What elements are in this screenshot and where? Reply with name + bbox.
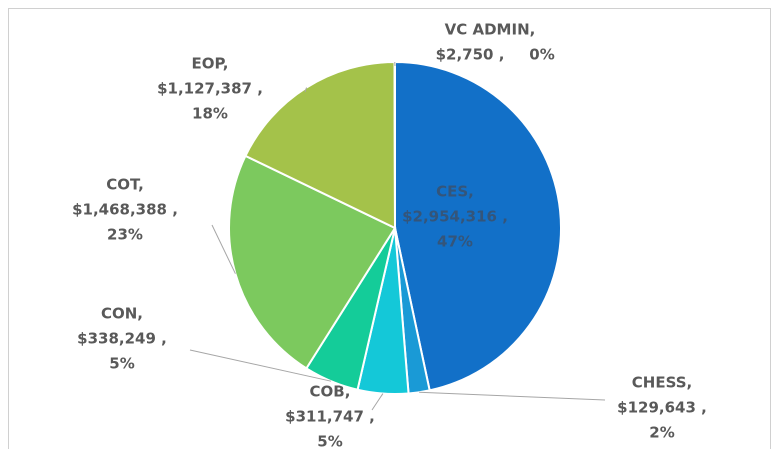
value-label: $129,643 , [617, 399, 707, 417]
value-label: $2,954,316 , [402, 208, 508, 226]
leader-line [419, 392, 605, 400]
percent-label: 2% [649, 424, 674, 442]
percent-label: 5% [317, 433, 342, 450]
category-label: EOP, [192, 55, 229, 73]
value-label: $1,127,387 , [157, 80, 263, 98]
value-label: $1,468,388 , [72, 201, 178, 219]
percent-label: 0% [529, 46, 554, 64]
percent-label: 18% [192, 105, 228, 123]
value-label: $338,249 , [77, 330, 167, 348]
value-label: $2,750 , [436, 46, 505, 64]
category-label: CES, [436, 183, 474, 201]
percent-label: 23% [107, 226, 143, 244]
value-label: $311,747 , [285, 408, 375, 426]
category-label: COT, [106, 176, 144, 194]
percent-label: 5% [109, 355, 134, 373]
percent-label: 47% [437, 233, 473, 251]
category-label: CON, [101, 305, 143, 323]
category-label: CHESS, [632, 374, 692, 392]
category-label: VC ADMIN, [445, 21, 536, 39]
